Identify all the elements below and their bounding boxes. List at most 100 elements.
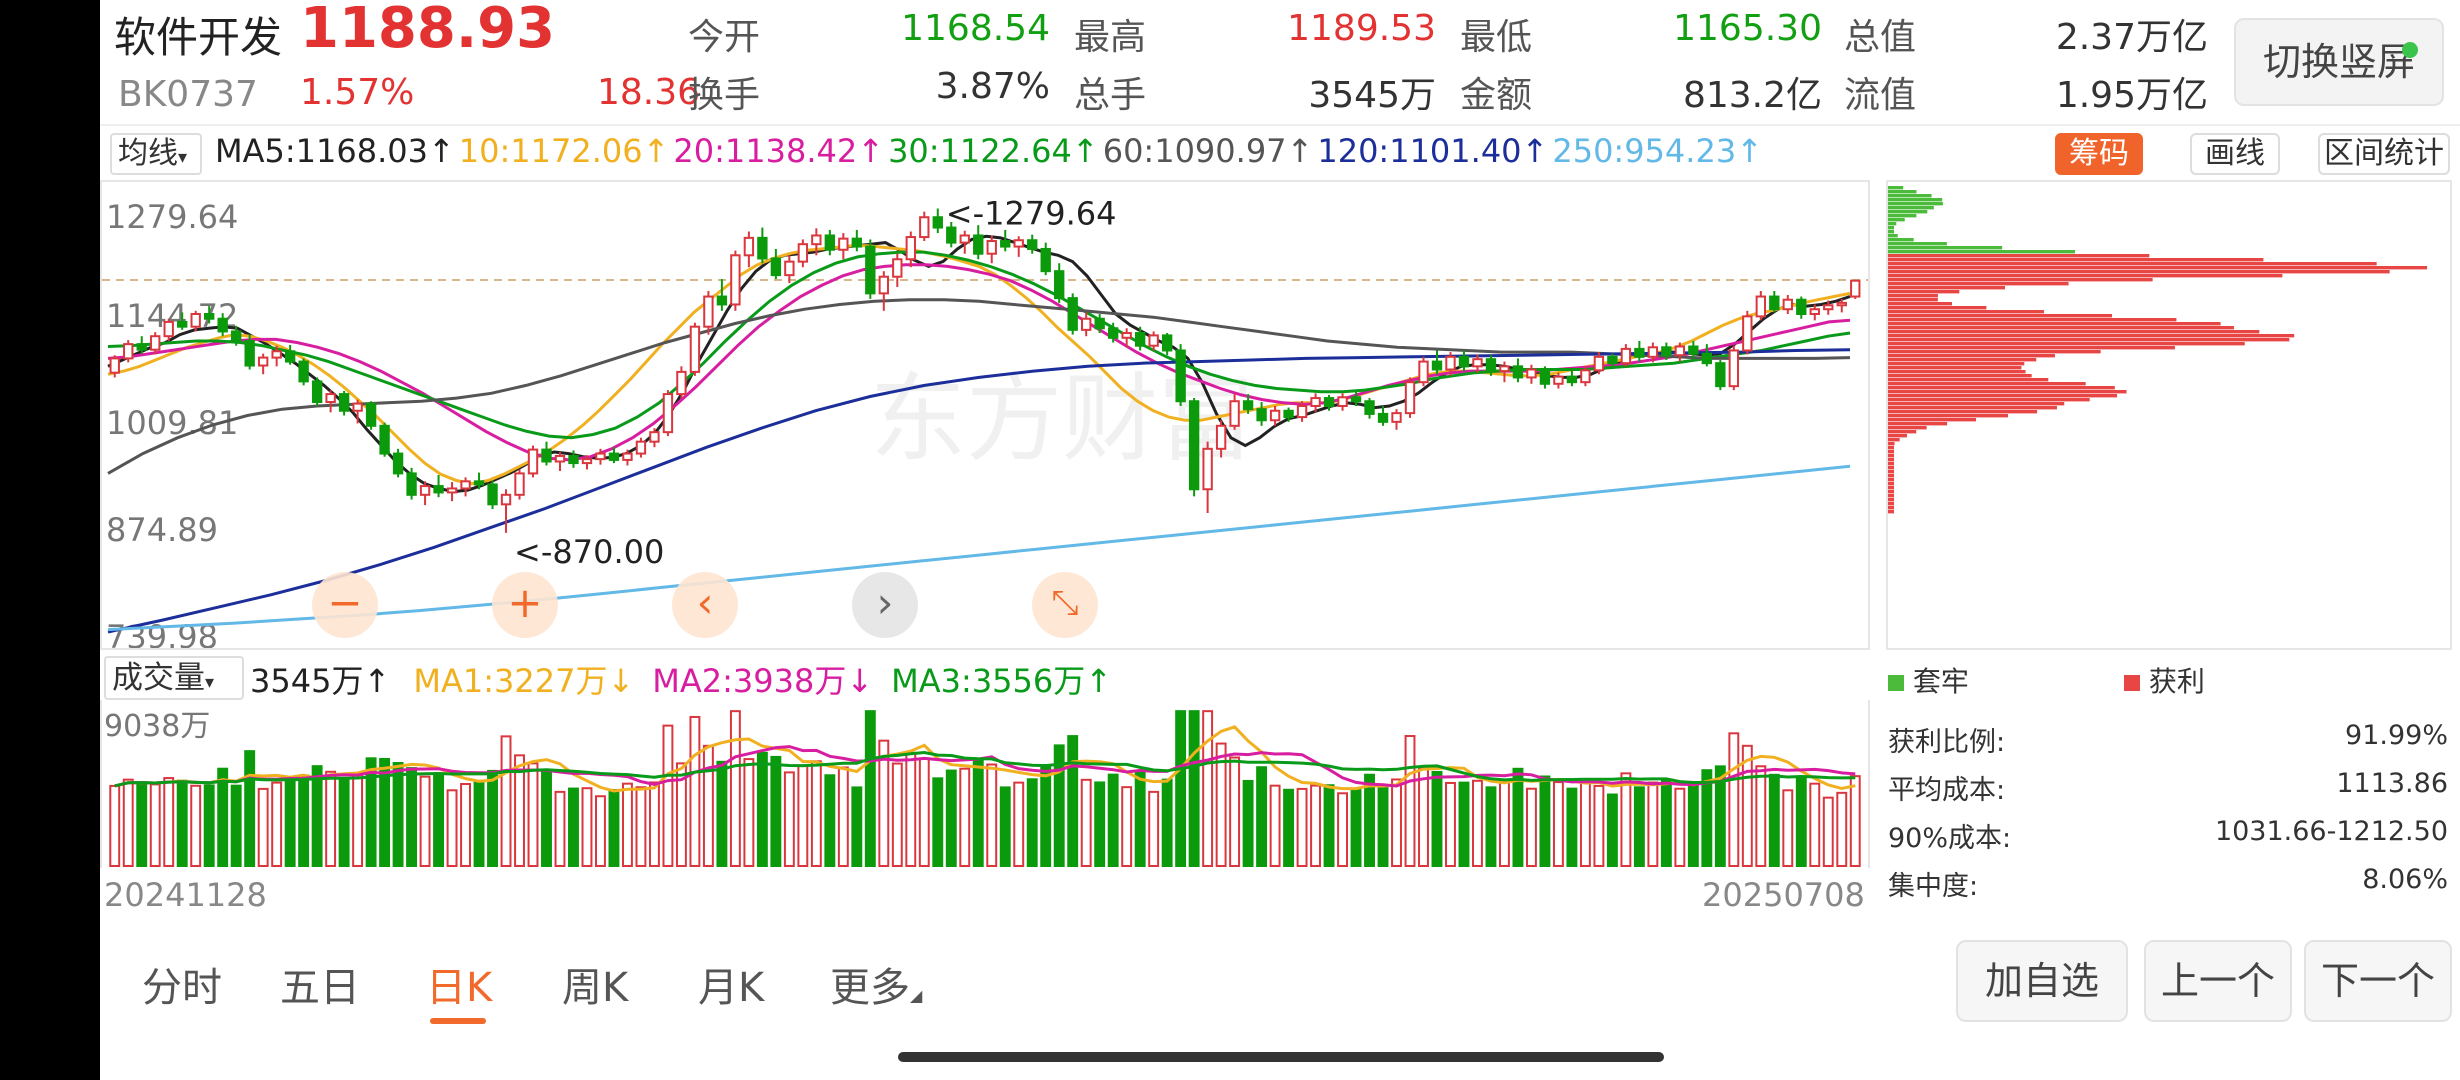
draw-line-button[interactable]: 画线 xyxy=(2190,133,2280,175)
candle-body xyxy=(905,236,916,261)
quote-value: 1.95万亿 xyxy=(2055,75,2208,116)
candle xyxy=(1027,234,1038,254)
candle-body xyxy=(743,236,755,257)
chip-bar xyxy=(1888,478,1894,482)
kline-chart[interactable]: 东方财富1279.641144.721009.81874.89739.98<-1… xyxy=(102,182,1868,656)
volume-bar xyxy=(918,757,930,868)
zoom-in-button[interactable]: + xyxy=(492,572,558,638)
candle-body xyxy=(1310,397,1321,407)
chip-bar xyxy=(1888,386,2115,390)
candle xyxy=(1067,293,1078,335)
candle xyxy=(973,225,984,260)
candle-body xyxy=(1323,397,1335,407)
switch-portrait-button[interactable]: 切换竖屏 xyxy=(2234,18,2444,106)
tab-weekly-k[interactable]: 周K xyxy=(562,965,629,1011)
candle-body xyxy=(730,254,741,306)
chip-bar xyxy=(1888,338,2290,342)
candle xyxy=(1715,359,1726,391)
candle-body xyxy=(1094,317,1105,330)
volume-bar xyxy=(1714,765,1726,867)
volume-bar xyxy=(1822,796,1834,867)
chip-bar xyxy=(1888,470,1894,474)
scroll-left-button[interactable]: ‹ xyxy=(672,572,738,638)
chip-bar xyxy=(1888,326,2234,330)
volume-bar xyxy=(311,765,323,867)
quote-value: 3545万 xyxy=(1308,75,1436,116)
tab-more[interactable]: 更多◢ xyxy=(830,955,922,1013)
chip-bar xyxy=(1888,382,2086,386)
reset-zoom-button[interactable]: ⤡ xyxy=(1032,572,1098,638)
quote-label: 流值 xyxy=(1844,75,1917,116)
candle xyxy=(541,441,552,466)
chip-bar xyxy=(1888,486,1894,490)
candle-body xyxy=(1701,352,1713,365)
volume-bar xyxy=(1593,784,1605,867)
volume-panel[interactable]: 9038万 xyxy=(100,700,1870,868)
candle-body xyxy=(1229,400,1240,427)
candle xyxy=(1553,372,1564,389)
volume-bar xyxy=(1107,773,1119,867)
volume-bar xyxy=(1188,710,1200,867)
candle xyxy=(190,310,201,332)
ma-line-4 xyxy=(107,298,1851,475)
range-stats-button[interactable]: 区间统计 xyxy=(2318,133,2450,175)
candle xyxy=(784,255,795,284)
chip-bar xyxy=(1888,286,2006,290)
candle xyxy=(703,290,714,335)
ma-selector[interactable]: 均线▾ xyxy=(110,133,202,175)
candle-body xyxy=(311,380,323,404)
quote-label: 总手 xyxy=(1074,75,1147,116)
chip-bar xyxy=(1888,222,1897,226)
candle-body xyxy=(244,339,255,367)
candle xyxy=(1054,263,1065,303)
volume-bar xyxy=(986,763,998,867)
volume-bar xyxy=(622,782,633,867)
chip-bar xyxy=(1888,242,1947,246)
candle xyxy=(878,271,889,311)
candle-body xyxy=(770,257,782,277)
previous-button[interactable]: 上一个 xyxy=(2144,940,2292,1022)
tab-five-day[interactable]: 五日 xyxy=(280,965,360,1011)
volume-bar xyxy=(1647,781,1659,867)
volume-ma-value: MA2:3938万↓ xyxy=(652,662,874,700)
candle-body xyxy=(1485,358,1497,373)
candle xyxy=(1485,355,1497,376)
ma-line-6 xyxy=(107,464,1851,632)
candle xyxy=(676,366,687,399)
next-button[interactable]: 下一个 xyxy=(2304,940,2452,1022)
chip-bar xyxy=(1888,378,2049,382)
candle xyxy=(1175,344,1186,406)
candle xyxy=(811,228,822,256)
candle-body xyxy=(1431,360,1443,371)
chip-bar xyxy=(1888,226,1894,230)
candle xyxy=(150,332,161,355)
candle-body xyxy=(352,402,363,412)
volume-ma-values: 3545万↑ MA1:3227万↓ MA2:3938万↓ MA3:3556万↑ xyxy=(250,656,1116,702)
volume-bar xyxy=(716,760,728,867)
add-watchlist-button[interactable]: 加自选 xyxy=(1956,940,2128,1022)
candle-body xyxy=(136,343,147,351)
candle-body xyxy=(635,440,647,455)
candle xyxy=(1256,402,1267,426)
candle xyxy=(1472,354,1483,373)
chips-button[interactable]: 筹码 xyxy=(2055,133,2143,175)
sector-name: 软件开发 xyxy=(114,13,283,62)
candle xyxy=(311,377,323,406)
volume-selector[interactable]: 成交量▾ xyxy=(104,656,244,700)
candle-body xyxy=(973,234,984,255)
candle xyxy=(946,221,957,248)
chip-bar xyxy=(1888,250,2076,254)
scroll-right-button[interactable]: › xyxy=(852,572,918,638)
kline-panel[interactable]: 东方财富 1279.64 1144.72 1009.81 874.89 739.98 <-1… xyxy=(100,180,1870,656)
candle xyxy=(1094,313,1105,334)
volume-chart[interactable]: 9038万 xyxy=(102,700,1868,868)
tab-daily-k[interactable]: 日K xyxy=(426,965,493,1011)
chip-bar xyxy=(1888,342,2245,346)
candle xyxy=(1323,394,1335,411)
candle-body xyxy=(204,312,215,320)
tab-monthly-k[interactable]: 月K xyxy=(698,965,765,1011)
candle xyxy=(284,344,296,365)
tab-intraday[interactable]: 分时 xyxy=(142,965,222,1011)
zoom-out-button[interactable]: − xyxy=(312,572,378,638)
candle-body xyxy=(1148,334,1159,347)
